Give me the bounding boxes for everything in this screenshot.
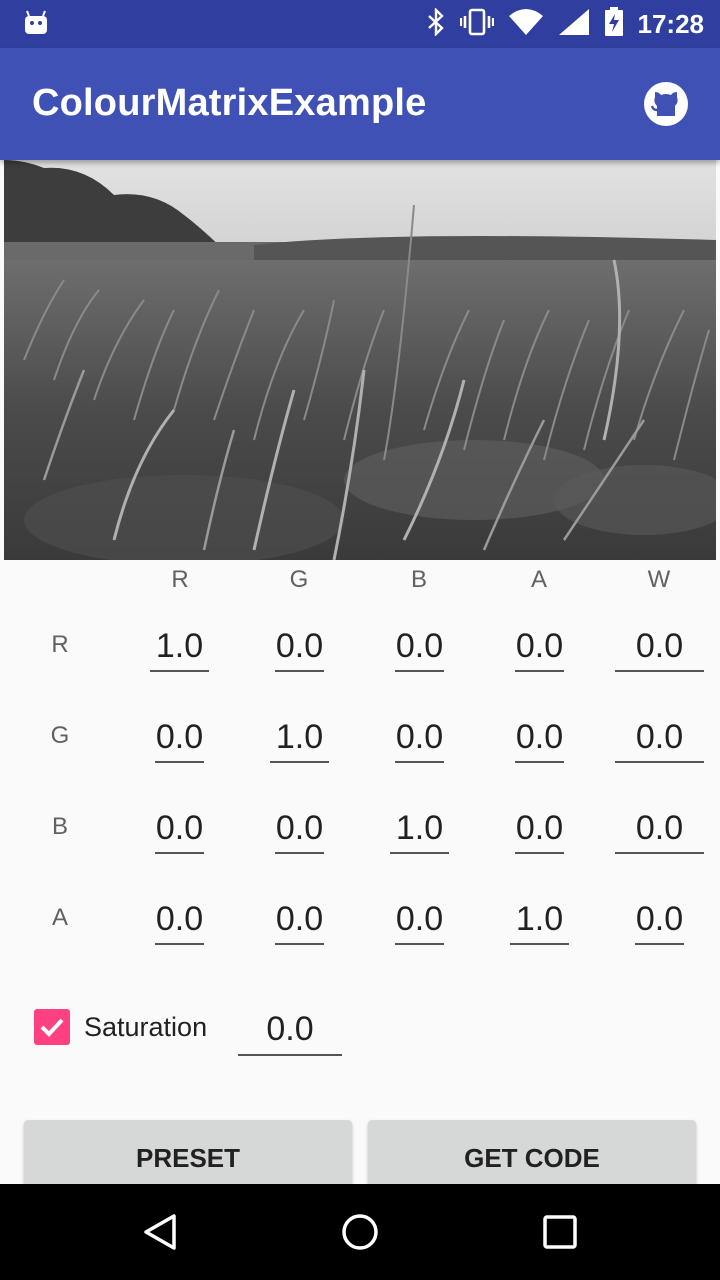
wifi-icon xyxy=(508,8,544,41)
vibrate-icon xyxy=(459,8,494,41)
matrix-column-header-g: G xyxy=(289,566,309,593)
recents-icon[interactable] xyxy=(540,1212,580,1252)
matrix-row-header-r: R xyxy=(51,631,69,658)
matrix-row-header-g: G xyxy=(50,722,70,749)
signal-icon xyxy=(558,8,590,41)
status-bar: 17:28 xyxy=(0,0,720,48)
matrix-column-header-r: R xyxy=(171,566,189,593)
back-icon[interactable] xyxy=(140,1212,180,1252)
matrix-cell-r-a[interactable]: 0.0 xyxy=(515,626,564,672)
navigation-bar xyxy=(0,1184,720,1280)
github-icon[interactable] xyxy=(642,80,690,128)
battery-charging-icon xyxy=(604,6,624,42)
matrix-cell-b-b[interactable]: 1.0 xyxy=(390,808,449,854)
saturation-input[interactable]: 0.0 xyxy=(238,1008,342,1056)
app-title: ColourMatrixExample xyxy=(32,82,427,124)
saturation-label[interactable]: Saturation xyxy=(84,1012,208,1042)
matrix-cell-g-a[interactable]: 0.0 xyxy=(515,717,564,763)
matrix-cell-a-r[interactable]: 0.0 xyxy=(155,899,204,945)
matrix-cell-g-b[interactable]: 0.0 xyxy=(395,717,444,763)
matrix-cell-r-r[interactable]: 1.0 xyxy=(150,626,209,672)
status-time: 17:28 xyxy=(637,8,705,39)
matrix-column-header-w: W xyxy=(647,566,671,593)
matrix-cell-b-r[interactable]: 0.0 xyxy=(155,808,204,854)
bluetooth-icon xyxy=(426,6,446,41)
matrix-cell-r-b[interactable]: 0.0 xyxy=(395,626,444,672)
matrix-cell-a-g[interactable]: 0.0 xyxy=(275,899,324,945)
matrix-cell-a-b[interactable]: 0.0 xyxy=(395,899,444,945)
matrix-cell-g-r[interactable]: 0.0 xyxy=(155,717,204,763)
matrix-cell-b-w[interactable]: 0.0 xyxy=(615,808,704,854)
get-code-button[interactable]: GET CODE xyxy=(368,1120,696,1192)
matrix-column-header-a: A xyxy=(530,566,547,593)
matrix-cell-b-a[interactable]: 0.0 xyxy=(515,808,564,854)
preset-button[interactable]: PRESET xyxy=(24,1120,352,1192)
home-icon[interactable] xyxy=(340,1212,380,1252)
app-bar: ColourMatrixExample xyxy=(0,48,720,160)
matrix-cell-r-w[interactable]: 0.0 xyxy=(615,626,704,672)
matrix-cell-g-w[interactable]: 0.0 xyxy=(615,717,704,763)
matrix-cell-g-g[interactable]: 1.0 xyxy=(270,717,329,763)
matrix-row-header-b: B xyxy=(51,813,68,840)
preview-image xyxy=(4,160,716,560)
matrix-cell-r-g[interactable]: 0.0 xyxy=(275,626,324,672)
saturation-checkbox[interactable] xyxy=(34,1009,70,1045)
matrix-column-header-b: B xyxy=(410,566,427,593)
matrix-cell-b-g[interactable]: 0.0 xyxy=(275,808,324,854)
checkmark-icon xyxy=(40,1018,64,1037)
matrix-cell-a-w[interactable]: 0.0 xyxy=(635,899,684,945)
matrix-cell-a-a[interactable]: 1.0 xyxy=(510,899,569,945)
matrix-row-header-a: A xyxy=(51,904,68,931)
android-icon xyxy=(24,10,48,41)
